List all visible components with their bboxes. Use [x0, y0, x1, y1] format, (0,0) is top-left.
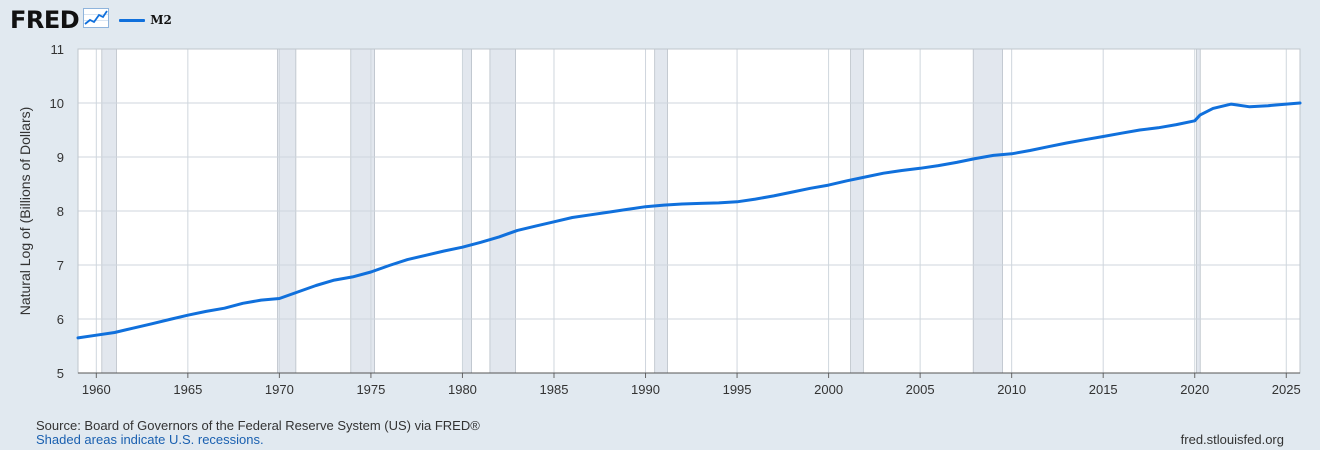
legend[interactable]: M2 — [119, 13, 172, 27]
x-tick-label: 1995 — [723, 382, 752, 397]
series-line-m2 — [76, 101, 1302, 340]
y-tick-label: 10 — [50, 96, 64, 111]
trend-chart-icon — [83, 7, 110, 33]
x-tick-label: 1985 — [540, 382, 569, 397]
x-tick-label: 1965 — [173, 382, 202, 397]
x-tick-label: 1970 — [265, 382, 294, 397]
x-tick-label: 2020 — [1180, 382, 1209, 397]
fred-credit-link[interactable]: fred.stlouisfed.org — [1180, 432, 1284, 447]
x-tick-label: 2025 — [1272, 382, 1301, 397]
header: FRED M2 — [10, 6, 172, 34]
recession-note-link[interactable]: Shaded areas indicate U.S. recessions. — [36, 432, 264, 447]
x-tick-label: 2005 — [906, 382, 935, 397]
x-axis: 1960 1965 1970 1975 1980 1985 1990 1995 2000 2005… — [78, 372, 1301, 397]
fred-logo[interactable]: FRED — [10, 6, 80, 34]
y-axis: 5 6 7 8 9 10 11 — [50, 42, 64, 381]
y-axis-label: Natural Log of (Billions of Dollars) — [17, 107, 33, 316]
series-layer — [76, 101, 1302, 340]
y-tick-label: 8 — [57, 204, 64, 219]
x-tick-label: 1975 — [356, 382, 385, 397]
y-tick-label: 11 — [51, 42, 65, 57]
x-tick-label: 1990 — [631, 382, 660, 397]
source-text: Source: Board of Governors of the Federa… — [36, 418, 480, 433]
x-tick-label: 2010 — [997, 382, 1026, 397]
x-tick-label: 1980 — [448, 382, 477, 397]
x-tick-label: 2000 — [814, 382, 843, 397]
y-tick-label: 5 — [57, 366, 64, 381]
y-tick-label: 7 — [57, 258, 64, 273]
x-tick-label: 2015 — [1089, 382, 1118, 397]
y-tick-label: 9 — [57, 150, 64, 165]
legend-swatch — [119, 18, 146, 22]
x-tick-label: 1960 — [82, 382, 111, 397]
y-tick-label: 6 — [57, 312, 64, 327]
legend-label: M2 — [150, 13, 172, 27]
